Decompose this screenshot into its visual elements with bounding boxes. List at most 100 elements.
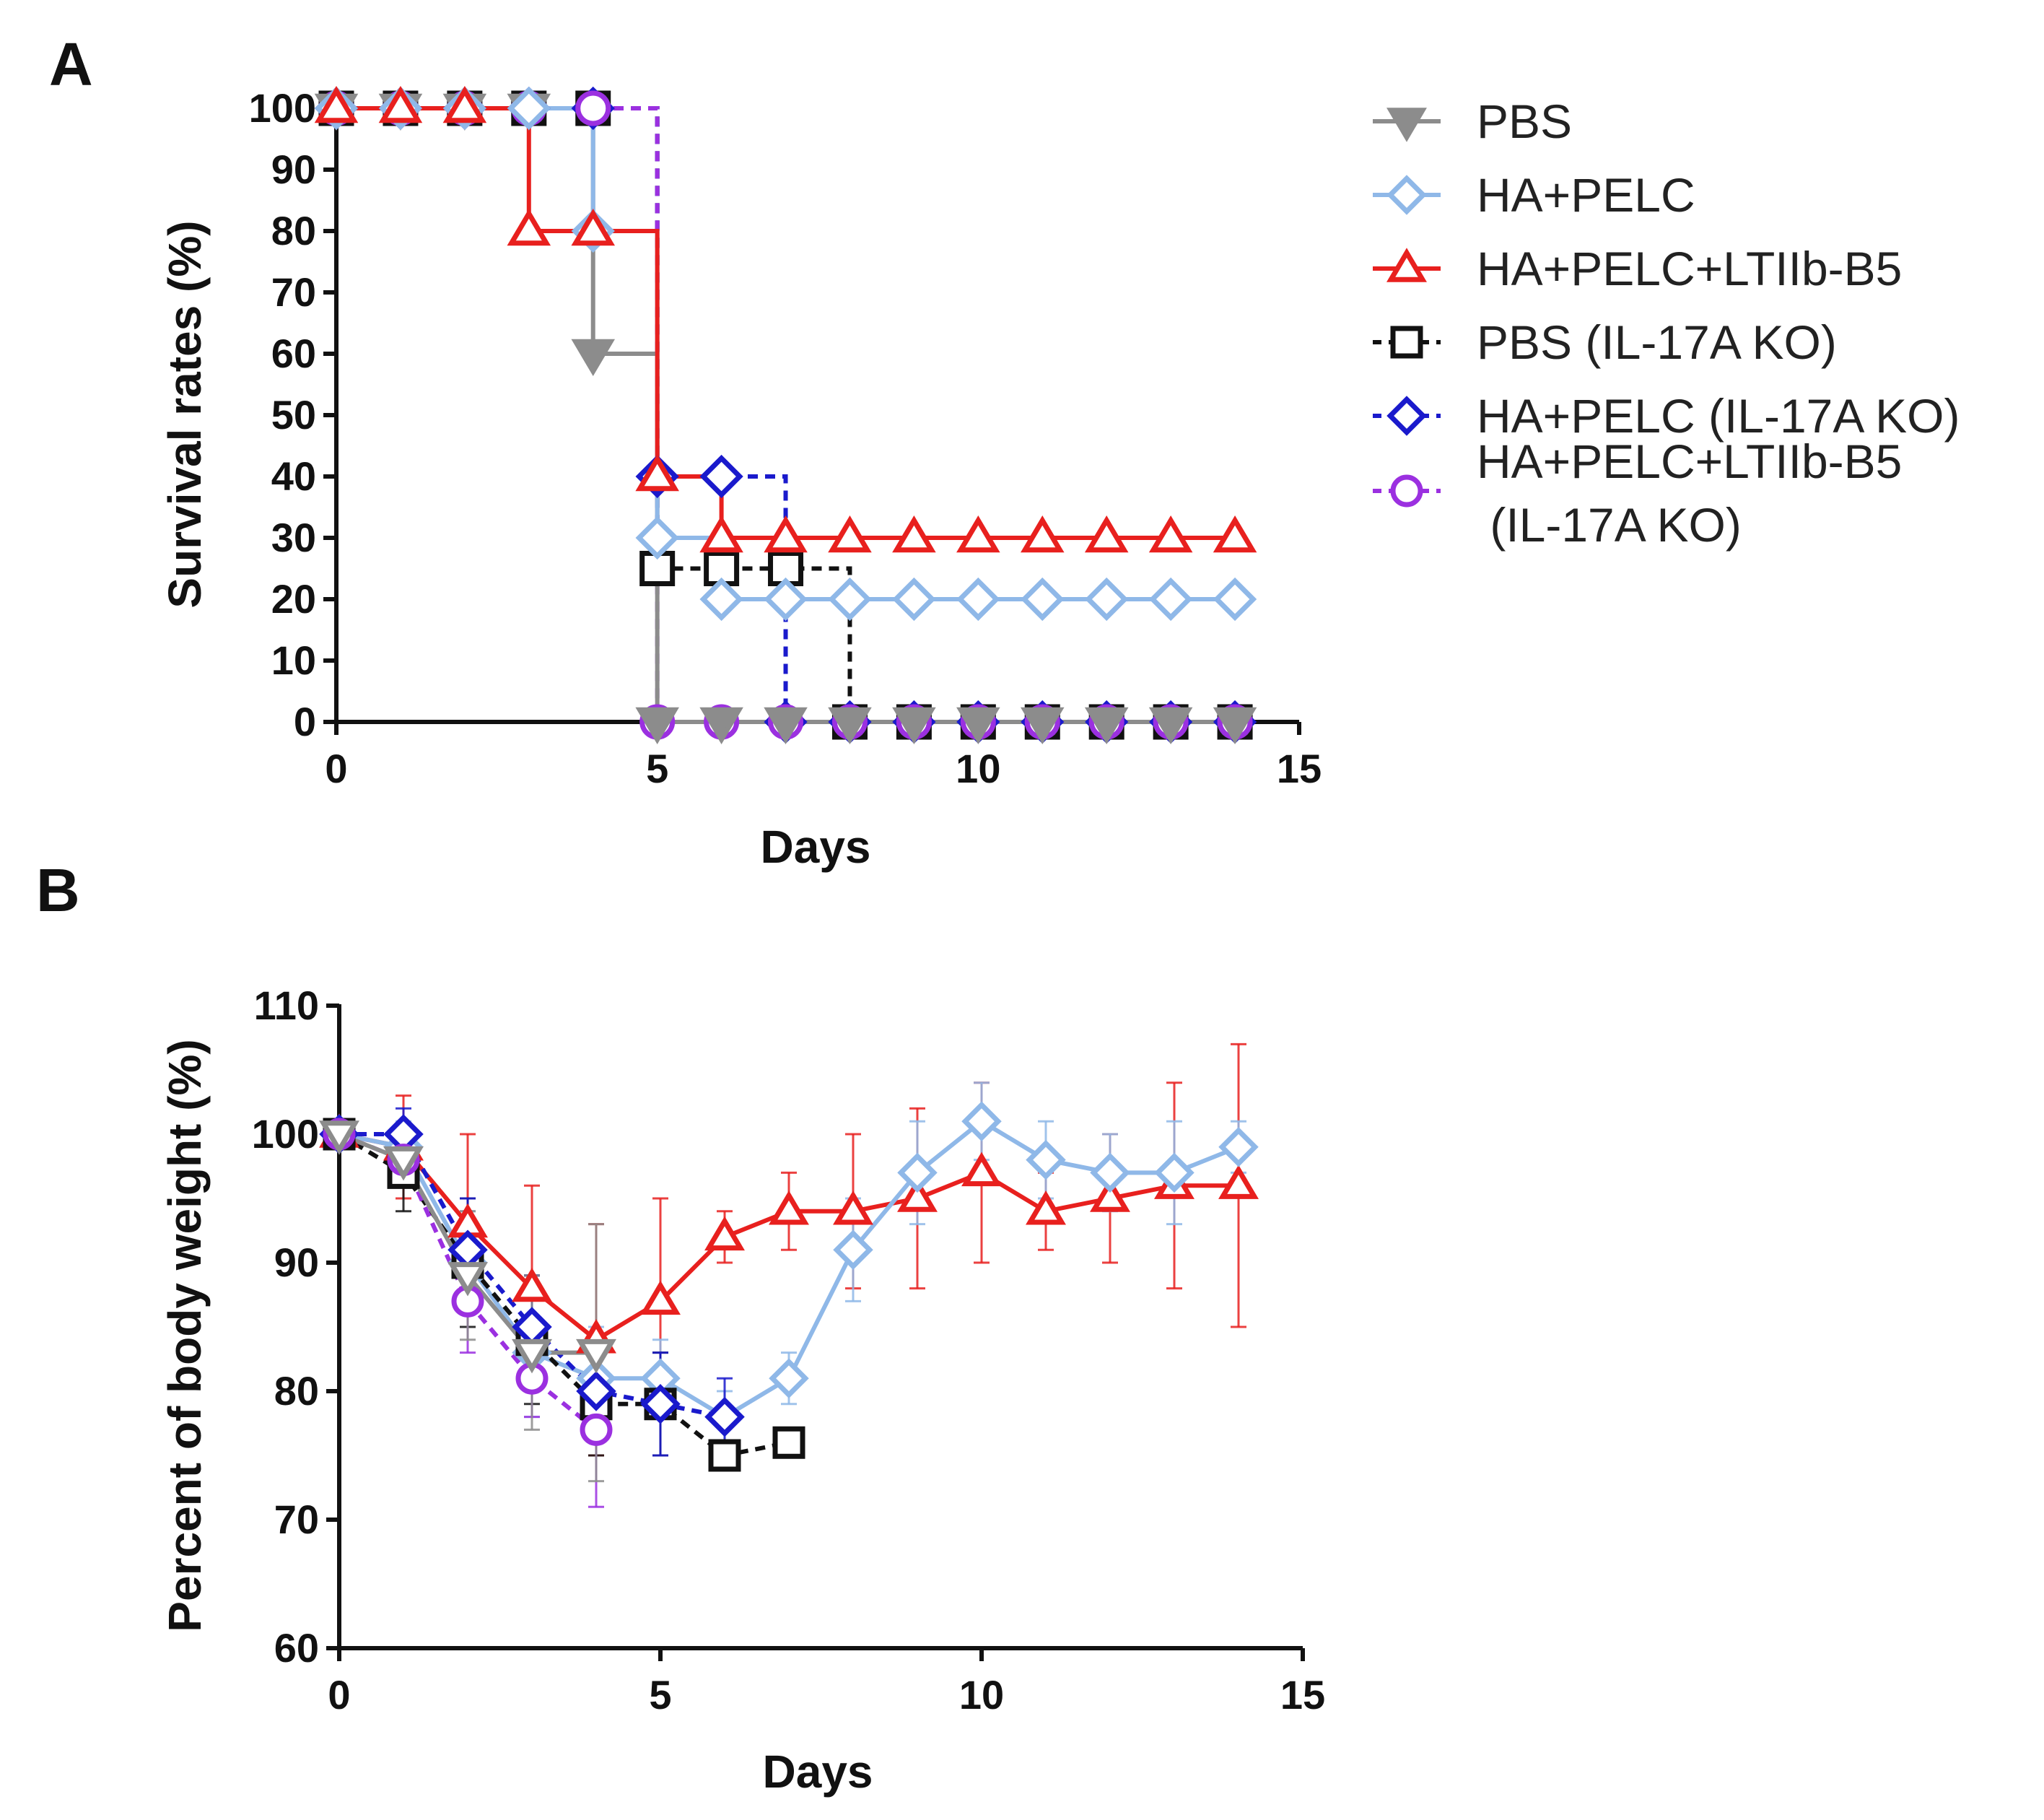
survival-chart: Survival rates (%) Days 0102030405060708… [159,85,1322,873]
survival-point-pbs [764,707,808,745]
weight-point-hapelcltiib [1090,1177,1130,1212]
survival-point-hapelc [828,577,872,622]
survival-point-pbs [1213,707,1257,745]
weight-y-axis-title: Percent of body weight (%) [159,1039,211,1632]
legend-label-pbs: PBS [1477,95,1572,148]
weight-y-tick-label: 60 [274,1625,319,1671]
survival-point-hapelcltiib [1213,515,1257,553]
survival-y-tick-label: 60 [271,331,316,376]
weight-point-hapelcltiib [897,1177,938,1212]
survival-point-hapelc [1213,577,1257,622]
survival-point-hapelc [764,577,808,622]
legend-label-hapelcko: HA+PELC (IL-17A KO) [1477,389,1960,443]
survival-markers [314,85,1257,745]
survival-x-tick-label: 0 [325,746,347,791]
survival-point-hapelcltiib [442,85,487,123]
survival-point-hapelcltiib [892,515,936,553]
weight-point-hapelcltiib [833,1190,873,1225]
survival-point-hapelcltiib [507,208,551,246]
survival-point-hapelcltiib [378,85,423,123]
legend-marker-pbs [1386,108,1427,142]
weight-point-hapelcltiib [704,1216,745,1251]
survival-point-pbsko [768,551,804,586]
survival-line-hapelcltiib [336,106,1236,540]
body-weight-chart: Percent of body weight (%) Days 60 70 80 90… [159,983,1325,1798]
survival-y-tick-label: 0 [294,699,316,744]
weight-point-hapelc [769,1358,809,1398]
weight-point-hapelcltiib [1218,1164,1259,1199]
survival-x-tick-label: 5 [646,746,668,791]
legend-marker-hapelcltiibko [1390,474,1423,508]
survival-y-tick-label: 100 [249,85,316,131]
survival-point-hapelc [1021,577,1065,622]
survival-point-hapelcltiib [956,515,1000,553]
survival-y-axis-title: Survival rates (%) [159,220,211,608]
weight-point-hapelcltiib [961,1151,1002,1187]
weight-point-hapelc [961,1101,1002,1141]
weight-y-tick-label: 110 [254,983,319,1028]
legend-marker-pbsko [1390,326,1423,359]
survival-point-hapelc [635,515,679,560]
survival-point-hapelc [1148,577,1193,622]
survival-point-hapelc [507,86,551,131]
survival-y-tick-label: 40 [271,453,316,499]
legend-marker-hapelc [1386,175,1427,215]
survival-point-hapelc [892,577,936,622]
weight-y-tick-label: 100 [252,1111,319,1157]
survival-y-tick-label: 80 [271,208,316,253]
survival-point-hapelcko [699,454,743,499]
legend-item-pbsko: PBS (IL-17A KO) [1373,315,1837,369]
weight-point-pbs [512,1338,552,1374]
legend-label-hapelcltiibko-line2: (IL-17A KO) [1477,498,1742,552]
legend-label-pbsko: PBS (IL-17A KO) [1477,315,1837,369]
weight-point-hapelc [833,1229,873,1270]
survival-x-tick-label: 15 [1277,746,1322,791]
survival-point-hapelcltiib [571,208,616,246]
weight-y-tick-label: 90 [274,1240,319,1285]
survival-y-tick-label: 70 [271,269,316,315]
survival-point-hapelcltiib [635,453,679,492]
weight-point-hapelc [1090,1152,1130,1193]
legend-marker-hapelcko [1386,396,1427,436]
survival-line-hapelcko [336,106,1236,724]
weight-point-hapelcltiibko [580,1413,613,1446]
survival-x-axis-title: Days [761,821,871,873]
panel-label-a: A [49,30,93,98]
legend-item-hapelcltiibko: HA+PELC+LTIIb-B5 (IL-17A KO) [1373,435,1902,552]
weight-point-pbs [576,1338,616,1374]
weight-point-pbsko [708,1439,741,1472]
survival-point-pbs [1020,707,1065,745]
survival-point-hapelcltiib [1084,515,1129,553]
survival-x-tick-label: 10 [956,746,1000,791]
panel-label-b: B [36,856,80,924]
survival-point-hapelcltiib [699,515,743,553]
weight-point-hapelcko [640,1384,681,1424]
survival-y-tick-label: 10 [271,637,316,683]
survival-point-hapelcltiib [314,85,359,123]
survival-lines [336,106,1236,724]
weight-point-hapelc [1026,1139,1066,1180]
weight-markers [319,1101,1259,1472]
survival-point-pbs [1084,707,1129,745]
legend-marker-hapelcltiib [1386,248,1427,282]
weight-point-hapelcltiib [512,1267,552,1302]
weight-x-tick-label: 0 [328,1672,350,1717]
survival-y-tick-label: 50 [271,392,316,437]
survival-y-tick-label: 30 [271,515,316,560]
weight-point-hapelcltiib [640,1280,681,1315]
survival-point-hapelcltiib [1148,515,1193,553]
weight-point-hapelcltiib [1026,1190,1066,1225]
survival-y-tick-label: 90 [271,147,316,192]
legend-item-hapelcko: HA+PELC (IL-17A KO) [1373,389,1960,443]
survival-point-pbs [828,707,872,745]
weight-point-hapelc [1218,1127,1259,1167]
survival-point-hapelc [699,577,743,622]
legend: PBS HA+PELC HA+PELC+LTIIb-B5 PBS (IL-17A KO… [1373,95,1960,552]
weight-point-hapelc [1154,1152,1194,1193]
weight-x-tick-label: 10 [959,1672,1004,1717]
weight-point-pbs [319,1120,359,1155]
legend-label-hapelc: HA+PELC [1477,168,1695,222]
survival-point-hapelc [956,577,1000,622]
weight-point-pbs [383,1146,424,1181]
